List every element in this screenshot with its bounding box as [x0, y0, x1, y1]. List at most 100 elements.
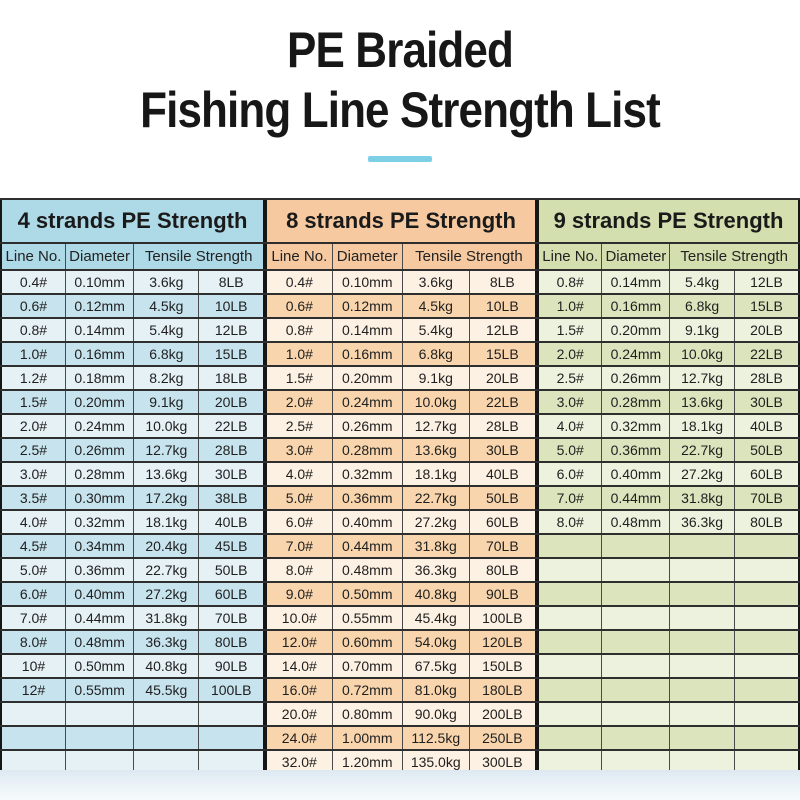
- column-header-line-no: Line No.: [265, 242, 333, 271]
- table-row: 3.0# 0.28mm 13.6kg 30LB: [265, 437, 537, 463]
- diameter-cell: 0.20mm: [331, 365, 403, 391]
- table-row: 5.0# 0.36mm 22.7kg 50LB: [265, 485, 537, 511]
- line-no-cell: 6.0#: [265, 509, 333, 535]
- strength-lb-cell: 40LB: [733, 413, 800, 439]
- strength-kg-cell: 40.8kg: [133, 653, 200, 679]
- strength-lb-cell: 50LB: [733, 437, 800, 463]
- strength-lb-cell: 28LB: [468, 413, 537, 439]
- strength-lb-cell: 22LB: [468, 389, 537, 415]
- strength-kg-cell: 40.8kg: [401, 581, 470, 607]
- table-row: 0.8# 0.14mm 5.4kg 12LB: [537, 269, 800, 295]
- table-title: 8 strands PE Strength: [265, 198, 537, 244]
- line-no-cell: 4.0#: [0, 509, 66, 535]
- line-no-cell: 7.0#: [265, 533, 333, 559]
- diameter-cell: 0.32mm: [601, 413, 671, 439]
- strength-kg-cell: 112.5kg: [401, 725, 470, 751]
- column-header-tensile-strength: Tensile Strength: [401, 242, 537, 271]
- diameter-cell: [64, 725, 135, 751]
- diameter-cell: [601, 557, 671, 583]
- strength-kg-cell: 20.4kg: [133, 533, 200, 559]
- strength-kg-cell: 3.6kg: [401, 269, 470, 295]
- table-row: 4.0# 0.32mm 18.1kg 40LB: [265, 461, 537, 487]
- diameter-cell: 0.20mm: [601, 317, 671, 343]
- strength-kg-cell: 5.4kg: [669, 269, 735, 295]
- table-row: 1.2# 0.18mm 8.2kg 18LB: [0, 365, 265, 391]
- table-row-empty: [0, 725, 265, 751]
- diameter-cell: 0.28mm: [331, 437, 403, 463]
- line-no-cell: 10.0#: [265, 605, 333, 631]
- strength-kg-cell: 22.7kg: [133, 557, 200, 583]
- strength-lb-cell: 40LB: [468, 461, 537, 487]
- strength-kg-cell: 27.2kg: [669, 461, 735, 487]
- table-row: 3.0# 0.28mm 13.6kg 30LB: [537, 389, 800, 415]
- line-no-cell: 1.5#: [0, 389, 66, 415]
- diameter-cell: 0.70mm: [331, 653, 403, 679]
- line-no-cell: 0.8#: [0, 317, 66, 343]
- diameter-cell: 0.14mm: [331, 317, 403, 343]
- strength-kg-cell: 27.2kg: [401, 509, 470, 535]
- strength-kg-cell: 45.5kg: [133, 677, 200, 703]
- strength-lb-cell: [733, 581, 800, 607]
- strength-lb-cell: 60LB: [733, 461, 800, 487]
- table-row: 0.6# 0.12mm 4.5kg 10LB: [265, 293, 537, 319]
- strength-kg-cell: 10.0kg: [133, 413, 200, 439]
- strength-kg-cell: 9.1kg: [669, 317, 735, 343]
- strength-lb-cell: 250LB: [468, 725, 537, 751]
- table-row-empty: [537, 581, 800, 607]
- column-header-diameter: Diameter: [601, 242, 671, 271]
- strength-lb-cell: 50LB: [198, 557, 265, 583]
- diameter-cell: 0.32mm: [64, 509, 135, 535]
- line-no-cell: 6.0#: [537, 461, 603, 487]
- table-row: 1.5# 0.20mm 9.1kg 20LB: [265, 365, 537, 391]
- line-no-cell: 5.0#: [537, 437, 603, 463]
- strength-kg-cell: 17.2kg: [133, 485, 200, 511]
- line-no-cell: [0, 701, 66, 727]
- table-title: 9 strands PE Strength: [537, 198, 800, 244]
- diameter-cell: 0.48mm: [64, 629, 135, 655]
- strength-kg-cell: [669, 581, 735, 607]
- strength-kg-cell: 12.7kg: [401, 413, 470, 439]
- line-no-cell: 1.2#: [0, 365, 66, 391]
- diameter-cell: 0.24mm: [64, 413, 135, 439]
- diameter-cell: 0.26mm: [331, 413, 403, 439]
- strength-kg-cell: [669, 533, 735, 559]
- diameter-cell: 0.16mm: [331, 341, 403, 367]
- strength-kg-cell: 27.2kg: [133, 581, 200, 607]
- line-no-cell: 1.0#: [0, 341, 66, 367]
- strength-lb-cell: 12LB: [733, 269, 800, 295]
- line-no-cell: 2.5#: [537, 365, 603, 391]
- diameter-cell: [601, 653, 671, 679]
- strength-kg-cell: [669, 725, 735, 751]
- strength-lb-cell: 10LB: [468, 293, 537, 319]
- strength-kg-cell: 18.1kg: [669, 413, 735, 439]
- diameter-cell: 0.60mm: [331, 629, 403, 655]
- strength-lb-cell: 15LB: [733, 293, 800, 319]
- line-no-cell: [537, 533, 603, 559]
- strength-kg-cell: 9.1kg: [401, 365, 470, 391]
- strength-lb-cell: 70LB: [198, 605, 265, 631]
- table-row-empty: [537, 629, 800, 655]
- table-row: 6.0# 0.40mm 27.2kg 60LB: [265, 509, 537, 535]
- table-row: 4.0# 0.32mm 18.1kg 40LB: [537, 413, 800, 439]
- table-row: 2.0# 0.24mm 10.0kg 22LB: [0, 413, 265, 439]
- table-row: 0.6# 0.12mm 4.5kg 10LB: [0, 293, 265, 319]
- strength-lb-cell: [198, 701, 265, 727]
- strength-lb-cell: 60LB: [198, 581, 265, 607]
- table-row: 1.0# 0.16mm 6.8kg 15LB: [537, 293, 800, 319]
- title-block: PE Braided Fishing Line Strength List: [0, 0, 800, 198]
- strength-kg-cell: 18.1kg: [401, 461, 470, 487]
- table-row: 3.5# 0.30mm 17.2kg 38LB: [0, 485, 265, 511]
- line-no-cell: 1.5#: [537, 317, 603, 343]
- table-row: 2.0# 0.24mm 10.0kg 22LB: [537, 341, 800, 367]
- table-row: 8.0# 0.48mm 36.3kg 80LB: [0, 629, 265, 655]
- diameter-cell: [601, 605, 671, 631]
- table-row: 3.0# 0.28mm 13.6kg 30LB: [0, 461, 265, 487]
- strength-lb-cell: 18LB: [198, 365, 265, 391]
- strength-kg-cell: 81.0kg: [401, 677, 470, 703]
- diameter-cell: 0.44mm: [331, 533, 403, 559]
- line-no-cell: 24.0#: [265, 725, 333, 751]
- strength-kg-cell: 31.8kg: [401, 533, 470, 559]
- table-title: 4 strands PE Strength: [0, 198, 265, 244]
- diameter-cell: 0.55mm: [64, 677, 135, 703]
- table-row: 1.0# 0.16mm 6.8kg 15LB: [265, 341, 537, 367]
